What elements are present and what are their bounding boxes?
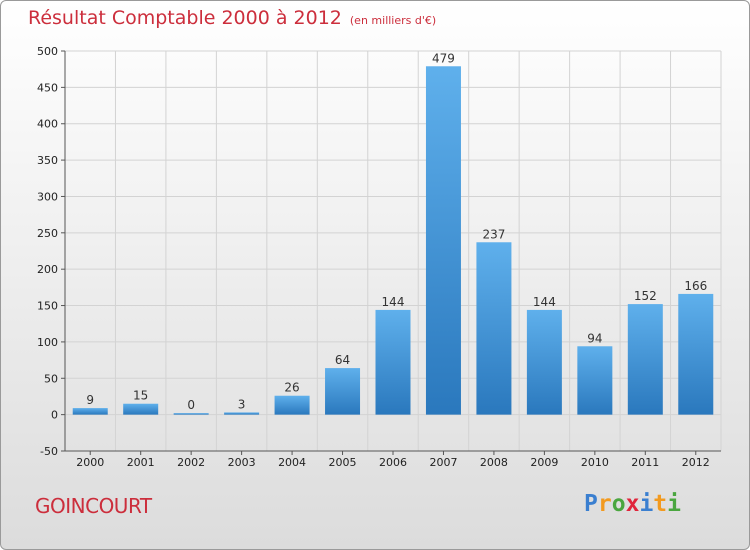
x-tick-label: 2009 [530, 456, 558, 469]
x-tick-label: 2003 [228, 456, 256, 469]
bar [274, 395, 310, 415]
x-tick-label: 2008 [480, 456, 508, 469]
x-tick-label: 2011 [631, 456, 659, 469]
y-tick-label: -50 [40, 445, 58, 458]
y-tick-label: 500 [37, 45, 58, 58]
data-label: 144 [382, 295, 405, 309]
x-tick-label: 2001 [127, 456, 155, 469]
x-tick-label: 2006 [379, 456, 407, 469]
data-label: 26 [284, 381, 299, 395]
y-tick-label: 350 [37, 154, 58, 167]
x-tick-label: 2005 [329, 456, 357, 469]
bar [425, 66, 461, 415]
title-text: Résultat Comptable 2000 à 2012 [28, 7, 342, 29]
x-tick-label: 2002 [177, 456, 205, 469]
data-label: 0 [187, 398, 195, 412]
data-label: 152 [634, 289, 657, 303]
y-tick-label: 50 [44, 372, 58, 385]
y-tick-label: 100 [37, 336, 58, 349]
bar [627, 304, 663, 415]
x-tick-label: 2012 [682, 456, 710, 469]
bar [123, 403, 159, 415]
y-tick-label: 400 [37, 118, 58, 131]
brand-letter: x [625, 491, 640, 517]
bar [678, 293, 714, 415]
brand-letter: r [597, 491, 612, 517]
data-label: 15 [133, 389, 148, 403]
chart-title: Résultat Comptable 2000 à 2012 (en millie… [28, 7, 436, 29]
bar [577, 346, 613, 415]
x-tick-label: 2004 [278, 456, 306, 469]
y-tick-label: 450 [37, 81, 58, 94]
data-label: 237 [482, 227, 505, 241]
y-tick-label: 150 [37, 300, 58, 313]
x-tick-label: 2010 [581, 456, 609, 469]
data-label: 166 [684, 279, 707, 293]
labels: -500501001502002503003504004505002000920… [37, 45, 710, 469]
brand-letter: P [584, 491, 598, 517]
bar [72, 408, 108, 415]
data-label: 144 [533, 295, 556, 309]
brand-letter: t [653, 491, 668, 517]
bars [72, 66, 714, 415]
bar [325, 368, 361, 415]
location-name: GOINCOURT [35, 494, 152, 518]
axes [61, 50, 721, 455]
bar [476, 242, 512, 415]
bar [224, 412, 260, 415]
y-tick-label: 0 [51, 409, 58, 422]
y-tick-label: 300 [37, 190, 58, 203]
data-label: 94 [587, 331, 602, 345]
brand-logo: Proxiti [584, 491, 681, 517]
bar [173, 413, 209, 415]
x-tick-label: 2000 [76, 456, 104, 469]
y-tick-label: 200 [37, 263, 58, 276]
bar [526, 309, 562, 415]
data-label: 3 [238, 397, 246, 411]
x-tick-label: 2007 [429, 456, 457, 469]
brand-letter: i [639, 491, 654, 517]
bar [375, 309, 411, 415]
chart-subtitle: (en milliers d'€) [349, 14, 437, 27]
data-label: 64 [335, 353, 350, 367]
brand-letter: i [667, 491, 682, 517]
brand-letter: o [611, 491, 626, 517]
data-label: 479 [432, 51, 455, 65]
data-label: 9 [86, 393, 94, 407]
y-tick-label: 250 [37, 227, 58, 240]
